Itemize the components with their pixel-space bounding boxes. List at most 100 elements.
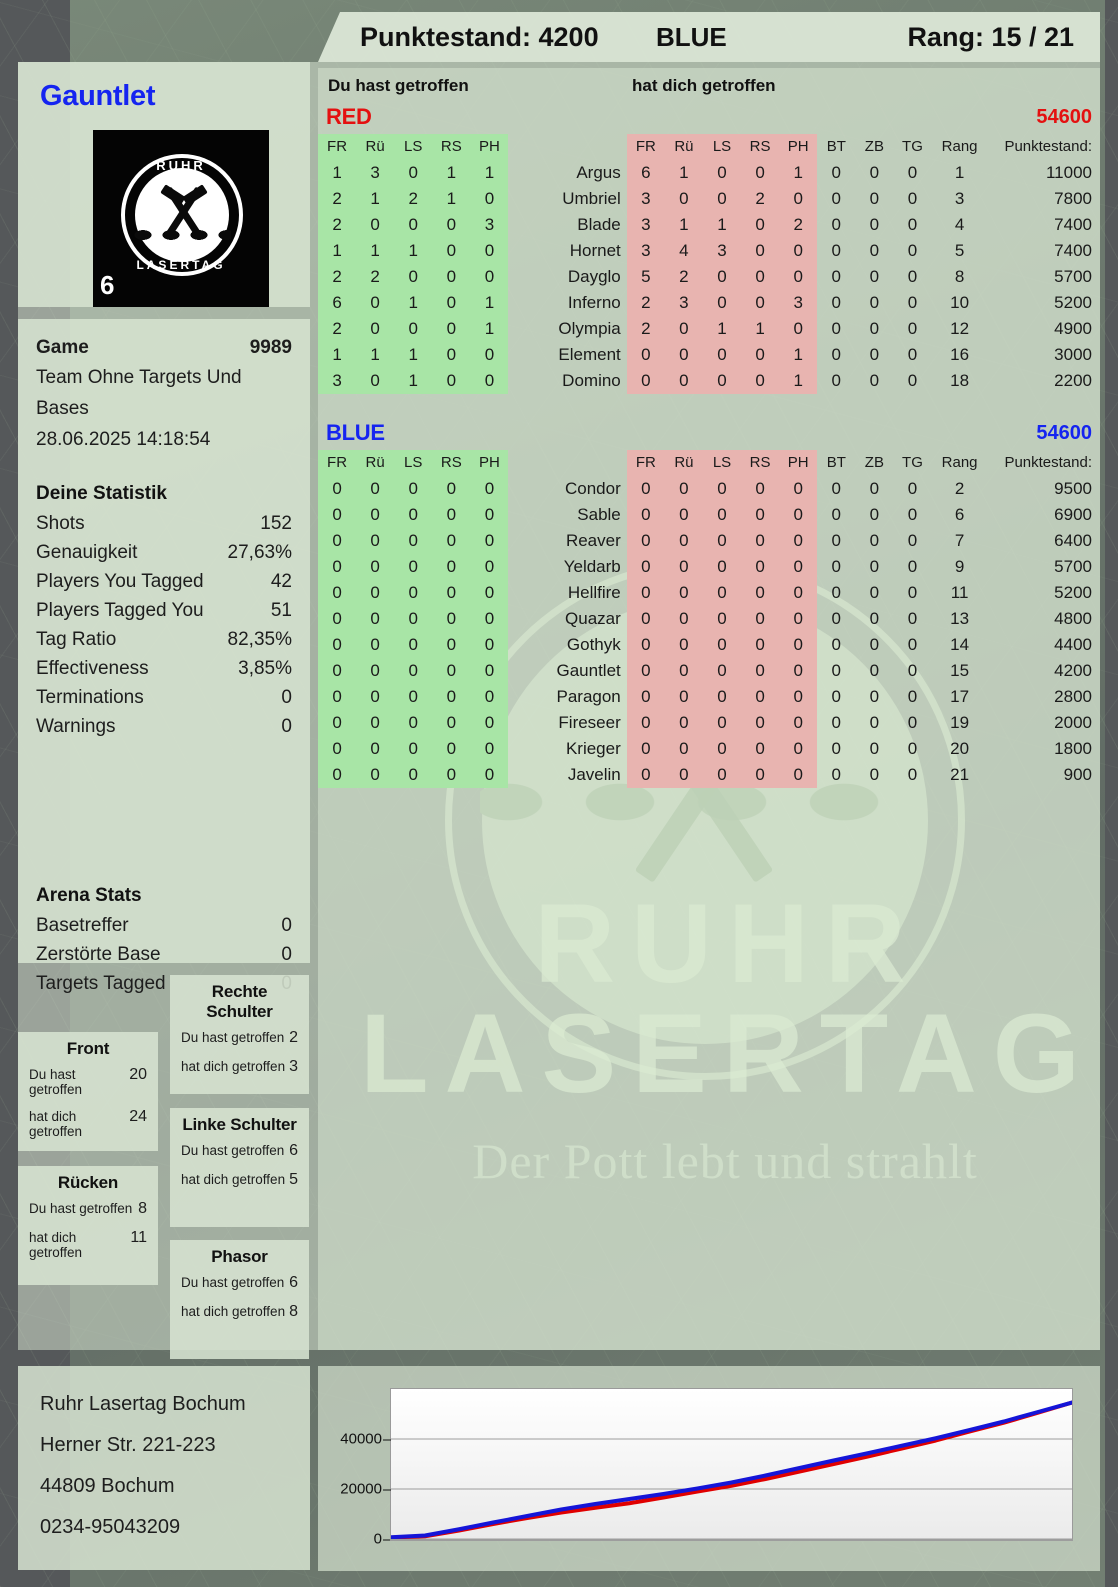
arena-stat-row: Zerstörte Base 0 [36,940,292,969]
cell-them: 2 [741,186,780,212]
cell-score: 11000 [1045,163,1092,182]
table-row[interactable]: 6 0 1 0 1 Inferno 2 3 0 0 3 0 0 0 10 5200 [318,290,1100,316]
cell-you: 0 [470,186,509,212]
bodypart-tagged-you-label: hat dich getroffen [29,1230,83,1260]
personal-stat-row: Players You Tagged 42 [36,567,292,596]
cell-player-name: Inferno [567,293,621,312]
bodypart-card-front: Front Du hast getroffen 20 hat dich getroff… [18,1032,158,1151]
team-total-score: 54600 [1036,422,1092,444]
cell-them: 2 [664,264,703,290]
cell-rank: 14 [950,635,970,654]
cell-score: 4200 [1054,661,1092,680]
col-header-you-rü: Rü [356,450,395,476]
cell-extra: 0 [831,163,842,182]
cell-score: 4900 [1054,319,1092,338]
bodypart-title: Rechte Schulter [206,982,273,1021]
table-row[interactable]: 1 1 1 0 0 Element 0 0 0 0 1 0 0 0 16 3000 [318,342,1100,368]
cell-extra: 0 [907,345,918,364]
table-row[interactable]: 0 0 0 0 0 Sable 0 0 0 0 0 0 0 0 6 6900 [318,502,1100,528]
bodypart-tagged-you-value: 24 [129,1108,147,1125]
table-row[interactable]: 0 0 0 0 0 Condor 0 0 0 0 0 0 0 0 2 9500 [318,476,1100,502]
cell-you: 0 [356,710,395,736]
cell-them: 0 [741,342,780,368]
table-row[interactable]: 2 2 0 0 0 Dayglo 5 2 0 0 0 0 0 0 8 5700 [318,264,1100,290]
bodypart-you-tagged-label: Du hast getroffen [181,1275,285,1290]
cell-them: 0 [741,238,780,264]
cell-you: 0 [470,606,509,632]
cell-you: 1 [394,342,433,368]
cell-them: 0 [702,476,742,502]
cell-extra: 0 [831,531,842,550]
table-row[interactable]: 2 0 0 0 3 Blade 3 1 1 0 2 0 0 0 4 7400 [318,212,1100,238]
cell-extra: 0 [831,189,842,208]
table-row[interactable]: 2 0 0 0 1 Olympia 2 0 1 1 0 0 0 0 12 4900 [318,316,1100,342]
table-row[interactable]: 0 0 0 0 0 Javelin 0 0 0 0 0 0 0 0 21 900 [318,762,1100,788]
table-row[interactable]: 0 0 0 0 0 Krieger 0 0 0 0 0 0 0 0 20 1800 [318,736,1100,762]
table-row[interactable]: 2 1 2 1 0 Umbriel 3 0 0 2 0 0 0 0 3 7800 [318,186,1100,212]
cell-you: 1 [356,238,395,264]
cell-them: 0 [741,160,780,186]
you-tagged-header: Du hast getroffen [328,76,469,95]
bodypart-you-tagged-value: 20 [129,1066,147,1083]
cell-them: 0 [741,212,780,238]
cell-you: 0 [394,606,433,632]
table-row[interactable]: 3 0 1 0 0 Domino 0 0 0 0 1 0 0 0 18 2200 [318,368,1100,394]
cell-you: 1 [432,186,471,212]
cell-them: 0 [741,606,780,632]
table-row[interactable]: 0 0 0 0 0 Gothyk 0 0 0 0 0 0 0 0 14 4400 [318,632,1100,658]
col-header-you-ls: LS [394,134,433,160]
cell-them: 2 [626,290,665,316]
cell-them: 0 [702,684,742,710]
table-row[interactable]: 0 0 0 0 0 Yeldarb 0 0 0 0 0 0 0 0 9 5700 [318,554,1100,580]
cell-score: 2200 [1054,371,1092,390]
cell-you: 1 [470,290,509,316]
cell-extra: 0 [869,557,880,576]
cell-them: 5 [626,264,665,290]
table-row[interactable]: 0 0 0 0 0 Reaver 0 0 0 0 0 0 0 0 7 6400 [318,528,1100,554]
col-header-them-fr: FR [626,134,665,160]
logo-top-text: RUHR [156,158,206,173]
table-row[interactable]: 1 1 1 0 0 Hornet 3 4 3 0 0 0 0 0 5 7400 [318,238,1100,264]
cell-them: 0 [741,632,780,658]
col-header-them-ls: LS [702,134,742,160]
cell-you: 1 [356,186,395,212]
cell-extra: 0 [831,713,842,732]
cell-extra: 0 [907,635,918,654]
cell-them: 3 [779,290,818,316]
cell-them: 0 [664,658,703,684]
cell-you: 0 [470,710,509,736]
table-row[interactable]: 0 0 0 0 0 Paragon 0 0 0 0 0 0 0 0 17 2800 [318,684,1100,710]
table-row[interactable]: 0 0 0 0 0 Gauntlet 0 0 0 0 0 0 0 0 15 4200 [318,658,1100,684]
personal-stat-value: 0 [281,716,292,737]
bodypart-tagged-you-row: hat dich getroffen 5 [181,1171,298,1189]
cell-you: 0 [356,212,395,238]
cell-you: 0 [470,736,509,762]
bodypart-title: Rücken [57,1173,119,1192]
table-row[interactable]: 0 0 0 0 0 Hellfire 0 0 0 0 0 0 0 0 11 5200 [318,580,1100,606]
table-row[interactable]: 1 3 0 1 1 Argus 6 1 0 0 1 0 0 0 1 11000 [318,160,1100,186]
cell-you: 0 [318,632,357,658]
cell-extra: 0 [869,739,880,758]
cell-them: 0 [664,528,703,554]
arena-stat-label: Targets Tagged [36,973,166,994]
cell-extra: 0 [869,479,880,498]
cell-you: 0 [470,238,509,264]
cell-you: 0 [356,554,395,580]
cell-extra: 0 [869,661,880,680]
bodypart-you-tagged-value: 2 [289,1029,298,1046]
cell-extra: 0 [831,635,842,654]
col-header-them-rs: RS [741,450,780,476]
cell-you: 0 [470,502,509,528]
col-header-them-ls: LS [702,450,742,476]
cell-them: 0 [779,264,818,290]
table-row[interactable]: 0 0 0 0 0 Quazar 0 0 0 0 0 0 0 0 13 4800 [318,606,1100,632]
team-name: BLUE [326,420,385,445]
table-row[interactable]: 0 0 0 0 0 Fireseer 0 0 0 0 0 0 0 0 19 2000 [318,710,1100,736]
cell-extra: 0 [831,241,842,260]
bodypart-you-tagged-label: Du hast getroffen [181,1030,285,1045]
cell-you: 0 [318,606,357,632]
cell-them: 0 [664,632,703,658]
cell-you: 0 [432,528,471,554]
cell-them: 0 [702,554,742,580]
cell-rank: 21 [950,765,970,784]
